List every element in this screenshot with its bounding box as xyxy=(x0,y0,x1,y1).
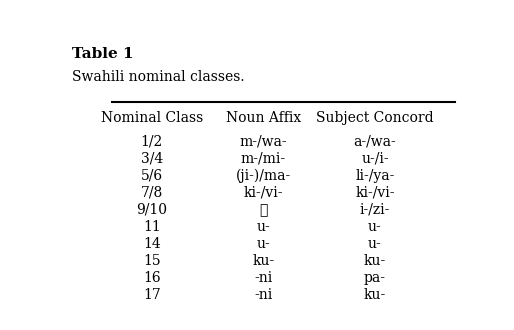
Text: 9/10: 9/10 xyxy=(136,203,168,217)
Text: u-/i-: u-/i- xyxy=(361,152,389,166)
Text: 1/2: 1/2 xyxy=(141,135,163,149)
Text: (ji-)/ma-: (ji-)/ma- xyxy=(236,169,291,183)
Text: Table 1: Table 1 xyxy=(72,47,134,61)
Text: m-/mi-: m-/mi- xyxy=(241,152,286,166)
Text: pa-: pa- xyxy=(364,271,386,285)
Text: 11: 11 xyxy=(143,220,161,234)
Text: -ni: -ni xyxy=(254,288,272,302)
Text: 5/6: 5/6 xyxy=(141,169,163,183)
Text: m-/wa-: m-/wa- xyxy=(240,135,287,149)
Text: i-/zi-: i-/zi- xyxy=(360,203,390,217)
Text: Subject Concord: Subject Concord xyxy=(316,111,434,125)
Text: 15: 15 xyxy=(143,254,161,268)
Text: ku-: ku- xyxy=(364,288,386,302)
Text: ∅: ∅ xyxy=(259,203,268,217)
Text: 3/4: 3/4 xyxy=(141,152,163,166)
Text: Noun Affix: Noun Affix xyxy=(226,111,301,125)
Text: Nominal Class: Nominal Class xyxy=(101,111,203,125)
Text: 7/8: 7/8 xyxy=(141,186,163,200)
Text: ku-: ku- xyxy=(252,254,274,268)
Text: a-/wa-: a-/wa- xyxy=(354,135,396,149)
Text: li-/ya-: li-/ya- xyxy=(355,169,395,183)
Text: ki-/vi-: ki-/vi- xyxy=(355,186,395,200)
Text: ku-: ku- xyxy=(364,254,386,268)
Text: 17: 17 xyxy=(143,288,161,302)
Text: 16: 16 xyxy=(143,271,161,285)
Text: Swahili nominal classes.: Swahili nominal classes. xyxy=(72,70,245,84)
Text: u-: u- xyxy=(256,220,270,234)
Text: u-: u- xyxy=(256,237,270,251)
Text: u-: u- xyxy=(368,220,382,234)
Text: 14: 14 xyxy=(143,237,161,251)
Text: ki-/vi-: ki-/vi- xyxy=(244,186,283,200)
Text: -ni: -ni xyxy=(254,271,272,285)
Text: u-: u- xyxy=(368,237,382,251)
